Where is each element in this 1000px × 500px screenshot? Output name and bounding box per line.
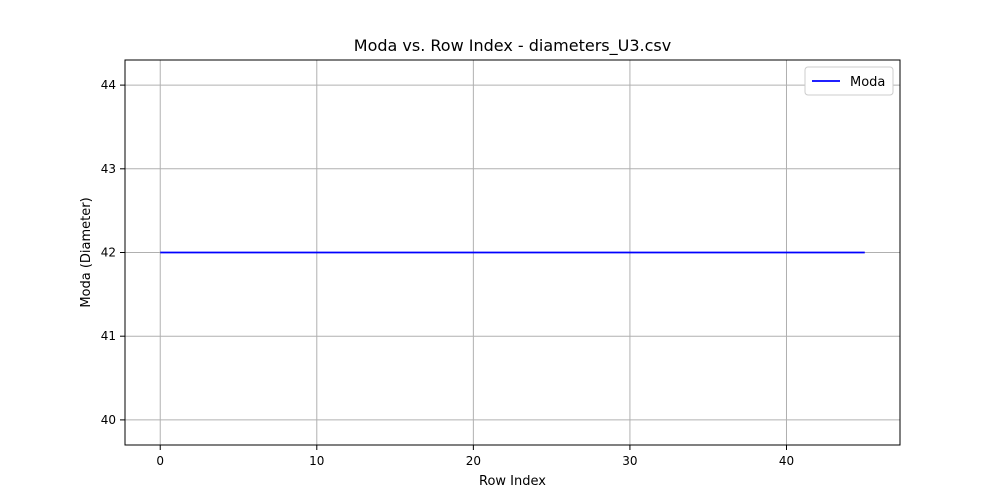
legend-box: [804, 66, 894, 96]
x-tick-label: 0: [156, 454, 164, 468]
x-tick-label: 30: [622, 454, 637, 468]
chart-title: Moda vs. Row Index - diameters_U3.csv: [354, 36, 671, 56]
y-tick-label: 44: [101, 78, 116, 92]
y-tick-label: 41: [101, 329, 116, 343]
y-axis-label: Moda (Diameter): [79, 197, 94, 307]
y-tick-label: 42: [101, 246, 116, 260]
x-tick-label: 20: [466, 454, 481, 468]
x-tick-label: 10: [309, 454, 324, 468]
x-tick-label: 40: [779, 454, 794, 468]
y-tick-label: 43: [101, 162, 116, 176]
y-tick-label: 40: [101, 413, 116, 427]
legend: Moda: [804, 66, 894, 96]
legend-label: Moda: [850, 75, 885, 90]
ticks: 0 10 20 30 40 40 41 42 43 44: [101, 78, 794, 468]
x-axis-label: Row Index: [479, 474, 546, 489]
